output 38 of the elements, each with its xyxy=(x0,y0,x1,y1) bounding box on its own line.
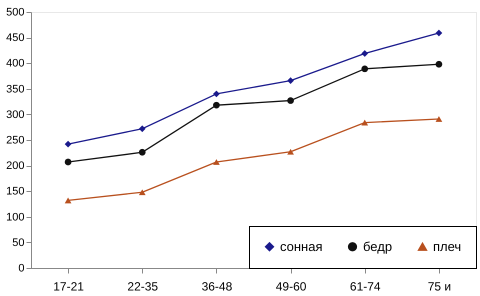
y-tick-label: 0 xyxy=(18,262,24,274)
point xyxy=(213,90,220,98)
point xyxy=(213,159,220,165)
point xyxy=(287,77,294,84)
x-tick-label: 36-48 xyxy=(202,280,233,294)
y-tick-label: 450 xyxy=(6,32,24,44)
y-tick-label: 50 xyxy=(12,236,24,249)
point xyxy=(287,97,294,104)
y-tick-label: 250 xyxy=(6,134,24,146)
point xyxy=(138,125,146,132)
x-tick-label: 61-74 xyxy=(350,280,381,294)
point xyxy=(361,50,368,57)
x-tick-label: 49-60 xyxy=(276,280,307,294)
x-tick-label: 75 и xyxy=(428,280,452,294)
y-tick-label: 300 xyxy=(6,108,24,121)
y-tick-label: 350 xyxy=(6,83,24,96)
point xyxy=(436,60,442,68)
y-tick-label: 200 xyxy=(6,160,24,172)
point xyxy=(64,198,72,204)
point xyxy=(361,120,368,126)
y-tick-label: 400 xyxy=(6,58,24,70)
point xyxy=(64,158,72,166)
x-tick-label: 22-35 xyxy=(127,280,158,294)
y-tick-label: 100 xyxy=(6,211,24,224)
point xyxy=(138,189,146,196)
legend-label: сонная xyxy=(280,238,323,254)
y-tick-label: 150 xyxy=(6,186,24,198)
point xyxy=(213,102,220,109)
legend-label: бедр xyxy=(363,238,392,254)
point xyxy=(436,116,442,122)
point xyxy=(64,140,72,148)
point xyxy=(287,148,294,155)
y-tick-label: 500 xyxy=(6,6,24,18)
legend-label: плеч xyxy=(433,238,462,254)
x-tick-label: 17-21 xyxy=(53,280,84,294)
point xyxy=(436,30,442,36)
point xyxy=(361,65,368,72)
point xyxy=(138,148,146,156)
